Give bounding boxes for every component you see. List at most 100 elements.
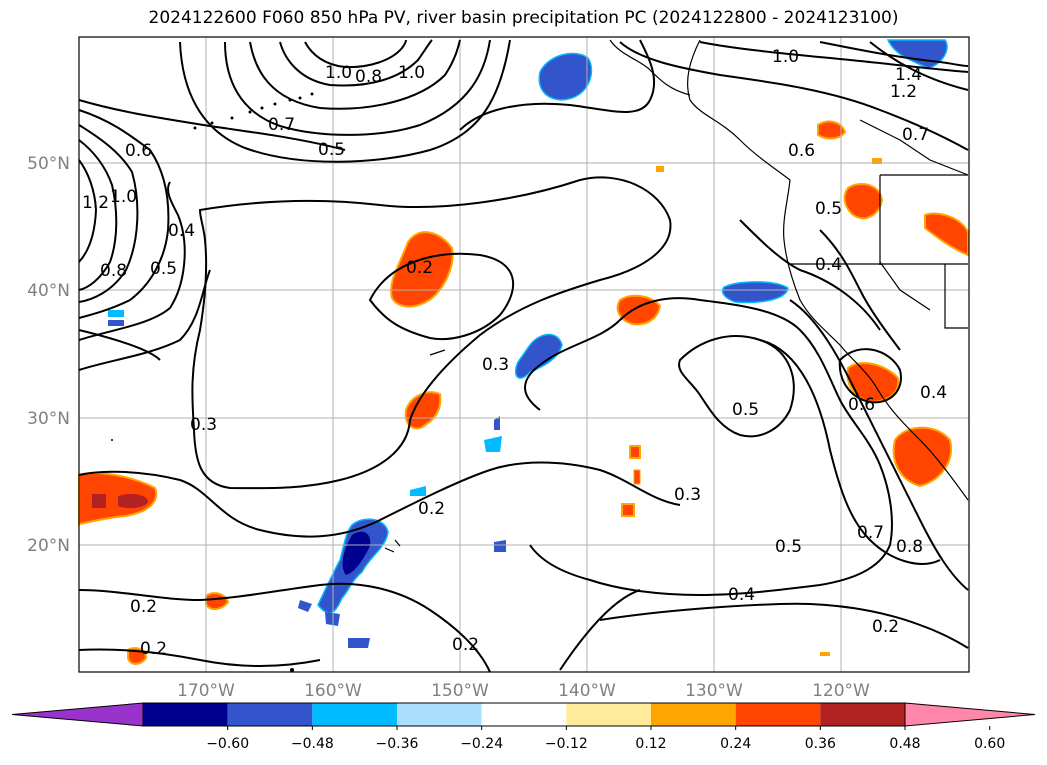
precip-blob-neg [108, 320, 124, 326]
precip-blob-neg [514, 333, 563, 379]
contour-label: 0.8 [896, 537, 923, 557]
precip-blob-neg [484, 436, 502, 452]
contour-label: 0.6 [125, 141, 152, 161]
precip-blob-neg [538, 52, 593, 101]
contour-label: 0.8 [355, 67, 382, 87]
contour-label: 1.0 [772, 47, 799, 67]
contour-label: 0.5 [815, 199, 842, 219]
colorbar-segment [481, 703, 567, 726]
colorbar-extend-high [904, 702, 1036, 727]
precip-blob-pos [78, 472, 158, 526]
colorbar-segment [227, 703, 313, 726]
precip-core-darkred [118, 494, 148, 509]
pv-contours [78, 39, 969, 673]
lon-label: 140°W [558, 681, 616, 701]
colorbar-segment [397, 703, 482, 726]
precip-blob-pos [892, 426, 953, 488]
contour-label: 0.5 [150, 259, 177, 279]
lat-label: 30°N [27, 409, 70, 429]
colorbar-tick-label: 0.60 [974, 736, 1005, 752]
contour-label: 1.0 [110, 187, 137, 207]
precip-core-darkblue [342, 531, 371, 575]
precip-blob-pos [817, 120, 847, 140]
contour-label: 0.4 [728, 585, 755, 605]
precip-blob-pos [820, 652, 830, 656]
precip-blob-pos [633, 469, 641, 485]
colorbar-tick-label: 0.36 [805, 736, 836, 752]
colorbar-tick-label: −0.60 [206, 736, 249, 752]
precip-blob-pos [621, 503, 635, 517]
lon-label: 120°W [812, 681, 870, 701]
contour-label: 0.2 [406, 258, 433, 278]
contour-label: 0.8 [100, 261, 127, 281]
contour-label: 0.2 [452, 635, 479, 655]
contour-label: 1.2 [82, 193, 109, 213]
colorbar-segment [566, 703, 651, 726]
colorbar-tick-label: −0.24 [460, 736, 503, 752]
contour-label: 0.2 [418, 499, 445, 519]
contour-label: 0.3 [482, 355, 509, 375]
graticule [79, 37, 969, 672]
contour-label: 1.0 [325, 63, 352, 83]
contour-label: 0.5 [775, 537, 802, 557]
contour-label: 0.7 [902, 125, 929, 145]
precip-blob-neg [410, 486, 426, 496]
contour-label: 0.5 [732, 400, 759, 420]
contour-label: 0.2 [872, 617, 899, 637]
precip-blob-neg [108, 310, 124, 317]
colorbar-segment [143, 703, 228, 726]
contour-label: 0.3 [674, 485, 701, 505]
colorbar-extend-low [11, 702, 144, 727]
colorbar-segment [735, 703, 821, 726]
lon-label: 160°W [304, 681, 362, 701]
colorbar-tick-label: 0.48 [889, 736, 920, 752]
lon-label: 130°W [685, 681, 743, 701]
colorbar-segment [820, 703, 905, 726]
contour-label: 0.6 [788, 141, 815, 161]
map-title: 2024122600 F060 850 hPa PV, river basin … [148, 8, 899, 28]
lon-label: 170°W [177, 681, 235, 701]
plot-frame [78, 36, 970, 673]
contour-label: 0.3 [190, 415, 217, 435]
precip-blob-pos [404, 391, 442, 430]
colorbar-tick-label: −0.36 [376, 736, 419, 752]
contour-label: 0.7 [857, 523, 884, 543]
precip-fills [78, 39, 969, 665]
contour-label: 0.2 [130, 597, 157, 617]
lat-labels: 50°N 40°N 30°N 20°N [27, 154, 70, 556]
lon-label: 150°W [431, 681, 489, 701]
contour-label: 0.5 [318, 140, 345, 160]
contour-label: 0.4 [168, 221, 195, 241]
precip-blob-pos [656, 166, 664, 172]
precip-blob-pos [390, 231, 454, 308]
precip-blob-neg [721, 281, 789, 304]
precip-core-darkred [92, 494, 106, 508]
lon-labels: 170°W 160°W 150°W 140°W 130°W 120°W [177, 681, 870, 701]
colorbar-tick-label: 0.12 [635, 736, 666, 752]
colorbar [11, 702, 1036, 727]
contour-label: 0.4 [920, 383, 947, 403]
contour-label: 0.6 [848, 395, 875, 415]
contour-label: 0.4 [815, 255, 842, 275]
precip-blob-pos [205, 592, 230, 610]
precip-blob-neg [494, 540, 506, 552]
contour-label: 1.0 [398, 63, 425, 83]
colorbar-tick-label: −0.12 [545, 736, 588, 752]
colorbar-tick-label: 0.24 [720, 736, 751, 752]
precip-blob-neg [348, 638, 370, 648]
lat-label: 20°N [27, 536, 70, 556]
precip-blob-neg [298, 600, 312, 612]
colorbar-ticks: −0.60 −0.48 −0.36 −0.24 −0.12 0.12 0.24 0.36 0.4… [206, 726, 1005, 752]
colorbar-segment [651, 703, 736, 726]
coastline-dots [111, 92, 314, 672]
precip-blob-pos [843, 183, 884, 220]
contour-label: 0.2 [140, 639, 167, 659]
colorbar-segment [312, 703, 397, 726]
contour-label: 1.4 [895, 65, 922, 85]
colorbar-outline [142, 702, 906, 727]
precip-blob-pos [924, 212, 969, 257]
precip-blob-neg [494, 416, 500, 430]
lat-label: 40°N [27, 281, 70, 301]
precip-blob-pos [629, 445, 641, 459]
